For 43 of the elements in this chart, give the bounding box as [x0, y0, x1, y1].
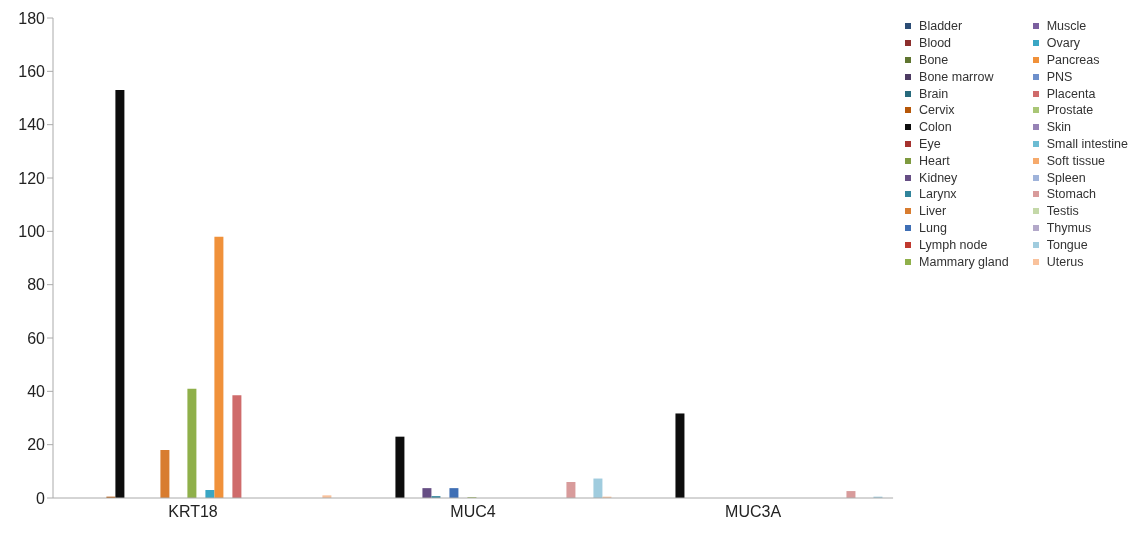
legend-label: PNS: [1046, 69, 1073, 84]
legend-label: Larynx: [919, 187, 957, 202]
y-tick-label: 180: [18, 9, 46, 27]
y-tick-label: 40: [27, 383, 46, 401]
y-tick-label: 20: [27, 436, 46, 454]
legend-label: Spleen: [1046, 170, 1086, 185]
legend-label: Placenta: [1046, 86, 1096, 101]
legend-label: Bone: [919, 52, 949, 67]
legend-label: Prostate: [1046, 103, 1094, 118]
x-tick-label: MUC4: [450, 503, 496, 521]
legend-label: Ovary: [1046, 36, 1081, 51]
y-tick-label: 100: [18, 223, 46, 241]
legend-label: Soft tissue: [1046, 153, 1106, 168]
y-tick-label: 160: [18, 63, 46, 81]
legend-label: Brain: [919, 86, 949, 101]
y-tick-label: 120: [18, 169, 46, 187]
legend-label: Testis: [1046, 204, 1079, 219]
legend-label: Eye: [919, 136, 941, 151]
legend-label: Colon: [919, 120, 952, 135]
legend-label: Mammary gland: [919, 254, 1009, 269]
legend-label: Kidney: [919, 170, 958, 185]
legend-label: Pancreas: [1046, 52, 1100, 67]
x-tick-label: KRT18: [168, 503, 218, 521]
legend-label: Blood: [919, 36, 952, 51]
legend-label: Tongue: [1046, 237, 1088, 252]
x-tick-label: MUC3A: [725, 503, 782, 521]
legend-label: Thymus: [1046, 220, 1092, 235]
legend-label: Cervix: [919, 103, 955, 118]
legend-label: Liver: [919, 204, 947, 219]
y-tick-label: 0: [36, 489, 46, 507]
y-tick-label: 80: [27, 276, 46, 294]
legend-label: Heart: [919, 153, 950, 168]
y-tick-label: 140: [18, 116, 46, 134]
legend-label: Bladder: [919, 19, 963, 34]
legend-label: Stomach: [1046, 187, 1097, 202]
legend-label: Skin: [1046, 120, 1072, 135]
legend-label: Muscle: [1046, 19, 1087, 34]
legend-label: Bone marrow: [919, 69, 994, 84]
legend-label: Uterus: [1046, 254, 1084, 269]
legend-label: Small intestine: [1046, 136, 1128, 151]
legend-label: Lymph node: [919, 237, 988, 252]
legend-label: Lung: [919, 220, 947, 235]
y-tick-label: 60: [27, 329, 46, 347]
